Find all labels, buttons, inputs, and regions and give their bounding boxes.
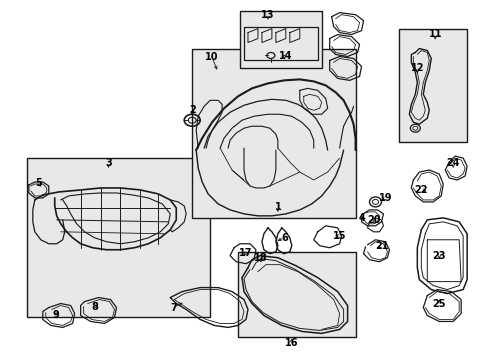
Text: 3: 3 <box>105 158 112 168</box>
Text: 10: 10 <box>205 53 219 63</box>
Text: 8: 8 <box>91 302 98 311</box>
Text: 5: 5 <box>35 178 42 188</box>
Bar <box>192 49 355 218</box>
Text: 24: 24 <box>446 158 459 168</box>
Text: 25: 25 <box>431 298 445 309</box>
Text: 17: 17 <box>239 248 252 258</box>
Text: 11: 11 <box>427 28 441 39</box>
Text: 14: 14 <box>279 51 292 62</box>
Text: 12: 12 <box>410 63 423 73</box>
Text: 4: 4 <box>357 213 364 223</box>
Text: 2: 2 <box>188 105 195 115</box>
Text: 22: 22 <box>414 185 427 195</box>
Text: 6: 6 <box>281 233 287 243</box>
Text: 1: 1 <box>274 202 281 212</box>
Text: 15: 15 <box>332 231 346 241</box>
Bar <box>238 252 355 337</box>
Text: 20: 20 <box>367 215 381 225</box>
Bar <box>240 11 321 68</box>
Text: 21: 21 <box>375 241 388 251</box>
Text: 13: 13 <box>261 10 274 20</box>
Text: 9: 9 <box>52 310 59 320</box>
Text: 18: 18 <box>254 253 267 263</box>
Text: 16: 16 <box>285 338 298 348</box>
Text: 7: 7 <box>169 302 176 312</box>
Text: 19: 19 <box>378 193 391 203</box>
Bar <box>399 28 466 142</box>
Bar <box>27 158 210 318</box>
Text: 23: 23 <box>431 251 445 261</box>
